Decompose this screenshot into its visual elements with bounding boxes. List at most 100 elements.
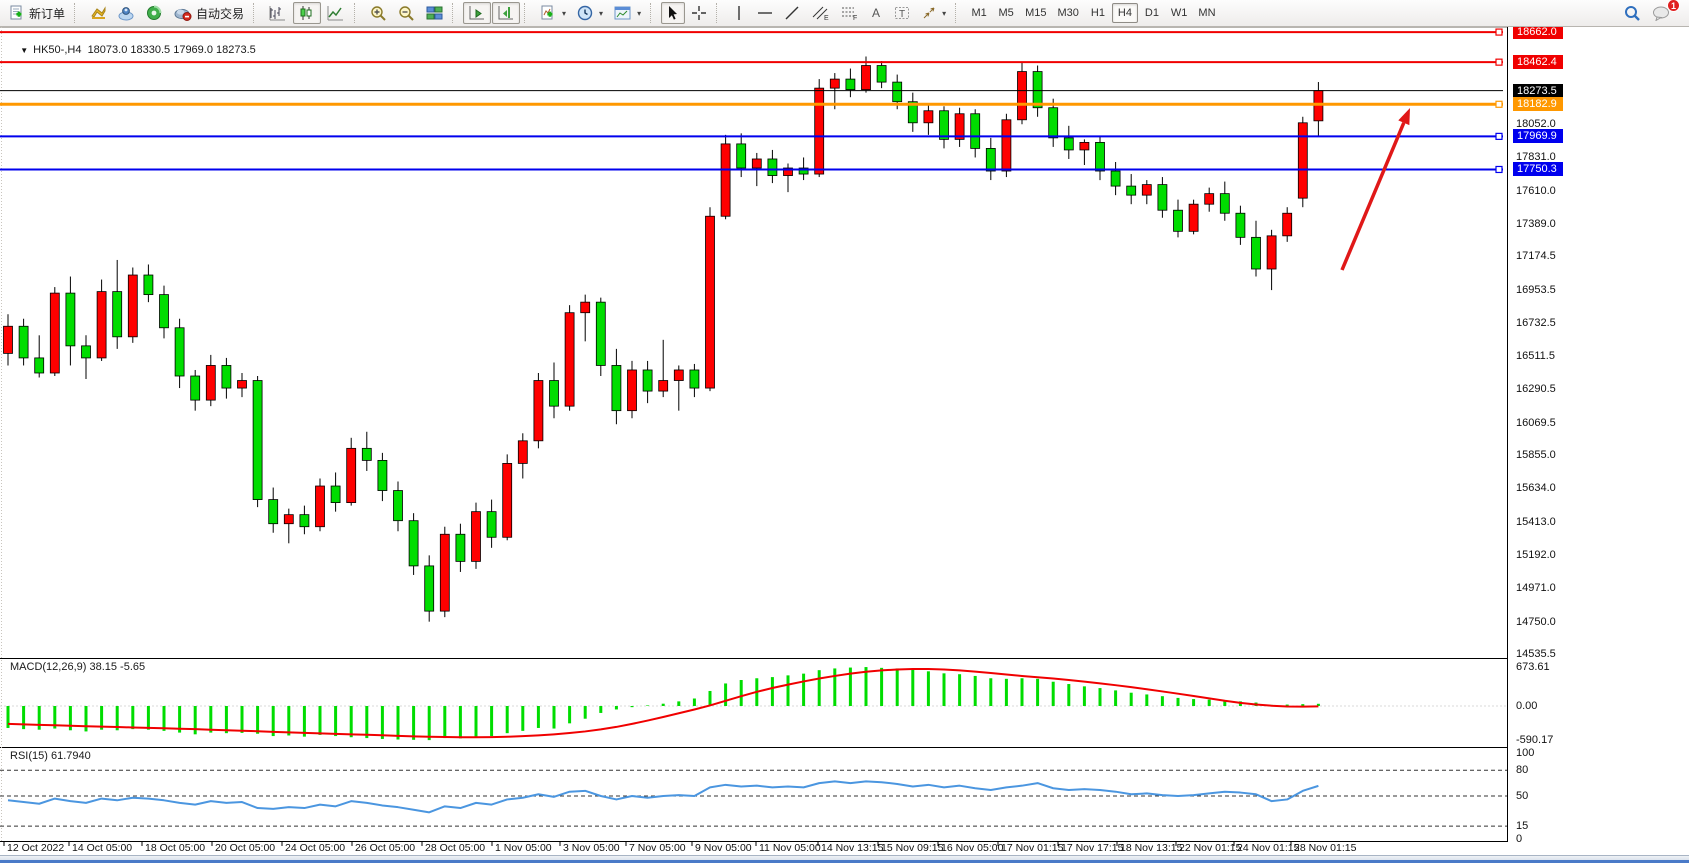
auto-trading-label: 自动交易 bbox=[196, 6, 245, 21]
toolbar-separator bbox=[452, 3, 459, 23]
templates-button[interactable]: ▾ bbox=[609, 2, 646, 24]
line-handle bbox=[1495, 165, 1503, 174]
time-axis-label: 28 Oct 05:00 bbox=[425, 842, 485, 854]
equidistant-channel-tool-button[interactable]: E bbox=[806, 2, 834, 24]
auto-trading-icon bbox=[174, 5, 192, 21]
chat-bubble-icon bbox=[1652, 5, 1670, 22]
time-axis-label: 11 Nov 05:00 bbox=[759, 842, 821, 854]
indicators-button[interactable]: ▾ bbox=[535, 2, 571, 24]
svg-text:E: E bbox=[824, 15, 829, 21]
bar-chart-mode-button[interactable] bbox=[264, 2, 292, 24]
axis-tick-label: 16732.5 bbox=[1516, 316, 1556, 329]
chart-canvas[interactable]: 12 Oct 2022 14 Oct 05:00 18 Oct 05:00 20 Oc… bbox=[0, 27, 1689, 855]
candle-up bbox=[471, 511, 481, 562]
candle-down bbox=[1173, 209, 1183, 232]
dropdown-caret: ▾ bbox=[562, 8, 567, 18]
data-window-button[interactable] bbox=[141, 2, 168, 24]
zoom-out-button[interactable] bbox=[393, 2, 420, 24]
symbol-dropdown-icon[interactable]: ▼ bbox=[20, 46, 29, 55]
candle-down bbox=[299, 514, 310, 528]
candle-up bbox=[237, 380, 247, 389]
toolbar-separator bbox=[74, 3, 81, 23]
periods-button[interactable]: ▾ bbox=[572, 2, 608, 24]
navigator-button[interactable] bbox=[113, 2, 140, 24]
candle-up bbox=[315, 485, 325, 528]
axis-tick-label: 16953.5 bbox=[1516, 283, 1556, 296]
axis-tick-label: 14535.5 bbox=[1516, 647, 1556, 660]
axis-tick-label: 17831.0 bbox=[1516, 151, 1556, 164]
candle-up bbox=[1204, 193, 1215, 205]
candle-up bbox=[283, 514, 294, 525]
vertical-line-tool-button[interactable] bbox=[727, 2, 751, 24]
fibonacci-tool-button[interactable]: F bbox=[835, 2, 863, 24]
zoom-in-button[interactable] bbox=[365, 2, 392, 24]
price-level-badge: 18273.5 bbox=[1513, 83, 1563, 98]
timeframe-m30-button[interactable]: M30 bbox=[1057, 7, 1079, 19]
candle-down bbox=[689, 369, 700, 389]
notifications-button[interactable]: 1 bbox=[1647, 0, 1680, 24]
templates-icon bbox=[614, 5, 632, 21]
search-button[interactable] bbox=[1618, 2, 1646, 24]
toolbar-separator bbox=[253, 3, 260, 23]
axis-tick-label: 16290.5 bbox=[1516, 383, 1556, 396]
candle-up bbox=[923, 110, 934, 124]
candle-up bbox=[751, 158, 762, 169]
candle-down bbox=[642, 369, 653, 392]
annotation-arrow bbox=[1340, 122, 1406, 271]
taskbar-strip bbox=[0, 855, 1689, 863]
candlestick-mode-button[interactable] bbox=[293, 2, 322, 24]
candle-up bbox=[1141, 184, 1152, 196]
candle-up bbox=[517, 440, 528, 464]
time-axis-label: 20 Oct 05:00 bbox=[215, 842, 275, 854]
axis-tick-label: 15 bbox=[1516, 820, 1529, 833]
candle-up bbox=[954, 113, 965, 140]
new-order-button[interactable]: 新订单 bbox=[4, 2, 70, 24]
timeframe-w1-button[interactable]: W1 bbox=[1170, 7, 1188, 19]
time-axis-label: 1 Nov 05:00 bbox=[495, 842, 552, 854]
candle-down bbox=[876, 65, 887, 83]
time-axis-label: 3 Nov 05:00 bbox=[563, 842, 620, 854]
candle-down bbox=[34, 357, 45, 374]
trendline-tool-button[interactable] bbox=[779, 2, 805, 24]
zoom-in-icon bbox=[370, 5, 387, 21]
text-tool-button[interactable]: A bbox=[864, 2, 888, 24]
tile-windows-button[interactable] bbox=[421, 2, 448, 24]
candle-down bbox=[252, 380, 263, 500]
candle-down bbox=[845, 78, 856, 91]
chart-shift-button[interactable] bbox=[492, 2, 521, 24]
macd-signal-line bbox=[7, 668, 1319, 739]
timeframe-m15-button[interactable]: M15 bbox=[1025, 7, 1047, 19]
annotation-arrowhead bbox=[1398, 108, 1410, 126]
line-chart-icon bbox=[327, 5, 345, 21]
horizontal-line-tool-button[interactable] bbox=[752, 2, 778, 24]
candle-down bbox=[424, 565, 435, 612]
timeframe-d1-button[interactable]: D1 bbox=[1144, 7, 1159, 19]
auto-scroll-button[interactable] bbox=[463, 2, 492, 24]
crosshair-tool-button[interactable] bbox=[686, 2, 712, 24]
svg-text:A: A bbox=[872, 6, 880, 20]
data-window-icon bbox=[146, 5, 163, 21]
cursor-tool-button[interactable] bbox=[661, 2, 686, 24]
candle-down bbox=[1095, 141, 1105, 172]
axis-tick-label: 14971.0 bbox=[1516, 582, 1556, 595]
auto-trading-button[interactable]: 自动交易 bbox=[169, 2, 249, 24]
candle-down bbox=[455, 533, 466, 562]
timeframe-h4-button[interactable]: H4 bbox=[1111, 3, 1138, 23]
timeframe-m1-button[interactable]: M1 bbox=[971, 7, 987, 19]
arrows-tool-button[interactable]: ▾ bbox=[916, 2, 951, 24]
candle-up bbox=[1079, 141, 1090, 151]
time-axis-label: 18 Nov 13:15 bbox=[1120, 842, 1183, 854]
timeframe-m5-button[interactable]: M5 bbox=[998, 7, 1014, 19]
market-watch-button[interactable] bbox=[85, 2, 112, 24]
text-label-tool-button[interactable]: T bbox=[889, 2, 915, 24]
line-chart-mode-button[interactable] bbox=[322, 2, 350, 24]
axis-tick-label: 50 bbox=[1516, 790, 1529, 802]
candle-down bbox=[970, 113, 981, 149]
candle-down bbox=[1110, 170, 1121, 187]
timeframe-mn-button[interactable]: MN bbox=[1198, 7, 1216, 19]
price-axis[interactable]: 18052.0 17831.0 17610.0 17389.0 17174.5 16953… bbox=[1508, 25, 1689, 845]
timeframe-h1-button[interactable]: H1 bbox=[1090, 7, 1105, 19]
vertical-line-icon bbox=[733, 5, 745, 21]
candle-down bbox=[798, 167, 809, 175]
candle-up bbox=[861, 65, 871, 91]
